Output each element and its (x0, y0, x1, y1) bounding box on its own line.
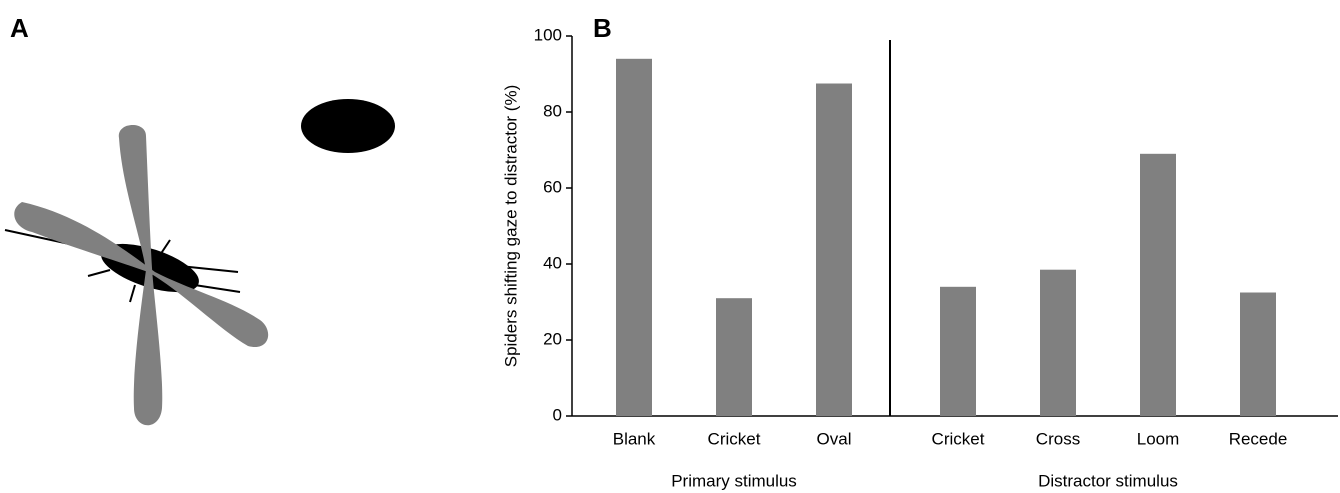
y-tick-label: 20 (543, 329, 562, 348)
y-tick-label: 40 (543, 253, 562, 272)
y-tick-label: 100 (534, 25, 562, 44)
x-tick-label: Cricket (708, 429, 761, 448)
bar (716, 298, 752, 416)
bar (1240, 293, 1276, 417)
x-tick-label: Cricket (932, 429, 985, 448)
y-tick-label: 80 (543, 101, 562, 120)
cricket (5, 230, 240, 302)
figure: A B 0 20 40 60 80 100 Spiders shifting gaze to… (0, 0, 1340, 493)
x-tick-label: Cross (1036, 429, 1080, 448)
y-tick-label: 60 (543, 177, 562, 196)
y-tick-label: 0 (553, 405, 562, 424)
bar-chart: 0 20 40 60 80 100 Spiders shifting gaze to dis… (501, 25, 1338, 490)
bar (616, 59, 652, 416)
panel-label: A (10, 13, 29, 43)
x-tick-label: Recede (1229, 429, 1288, 448)
x-tick-label: Blank (613, 429, 656, 448)
bar (1040, 270, 1076, 416)
x-tick-label: Loom (1137, 429, 1180, 448)
oval-distractor (301, 99, 395, 153)
bar (1140, 154, 1176, 416)
group-label: Distractor stimulus (1038, 471, 1178, 490)
panel-label: B (593, 13, 612, 43)
bar (940, 287, 976, 416)
stimulus-illustration (5, 99, 395, 425)
x-tick-label: Oval (817, 429, 852, 448)
group-label: Primary stimulus (671, 471, 797, 490)
y-axis-title: Spiders shifting gaze to distractor (%) (501, 85, 520, 368)
page: A B 0 20 40 60 80 100 Spiders shifting gaze to… (0, 0, 1340, 493)
bar (816, 84, 852, 417)
